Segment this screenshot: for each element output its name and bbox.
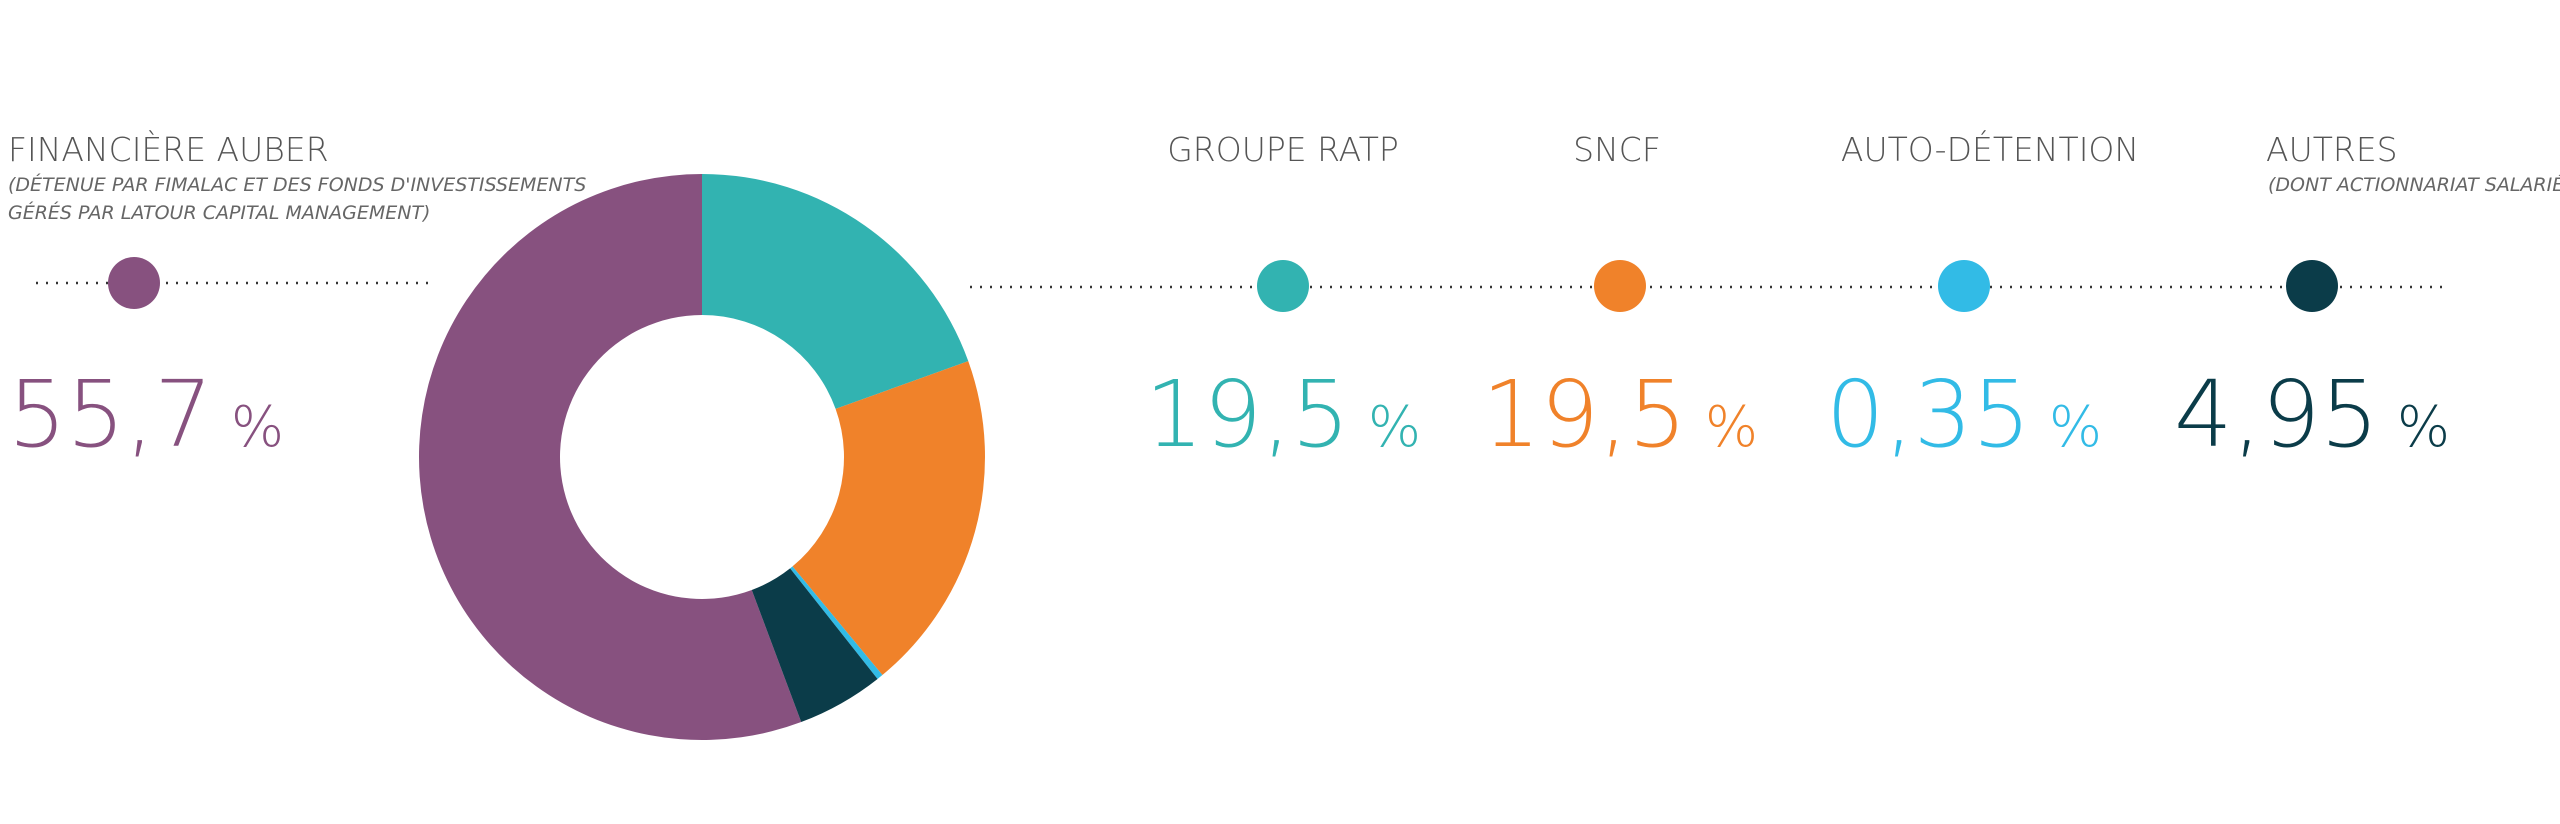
category-label: AUTRES: [2266, 130, 2398, 169]
value-label: 55,7%: [8, 361, 284, 468]
value-unit: %: [1368, 395, 1421, 460]
value-number: 55,7: [8, 361, 213, 468]
category-note: (DONT ACTIONNARIAT SALARIÉ): [2268, 173, 2560, 196]
category-label: AUTO-DÉTENTION: [1841, 129, 2139, 169]
category-label: GROUPE RATP: [1167, 130, 1399, 169]
category-label: SNCF: [1573, 130, 1661, 169]
legend-dot: [2286, 260, 2338, 312]
donut-slice: [751, 568, 878, 723]
donut-slice: [792, 361, 986, 676]
value-number: 19,5: [1482, 361, 1687, 468]
value-unit: %: [2397, 395, 2450, 460]
category-label: FINANCIÈRE AUBER: [8, 129, 329, 169]
donut-slice: [419, 174, 802, 740]
value-number: 4,95: [2174, 361, 2379, 468]
legend-dot: [1594, 260, 1646, 312]
legend-dot: [1938, 260, 1990, 312]
donut-slice: [790, 566, 883, 679]
legend-dot: [1257, 260, 1309, 312]
donut-slice: [702, 174, 969, 409]
category-note: GÉRÉS PAR LATOUR CAPITAL MANAGEMENT): [8, 201, 430, 224]
value-label: 19,5%: [1145, 361, 1421, 468]
value-label: 0,35%: [1826, 361, 2102, 468]
value-label: 19,5%: [1482, 361, 1758, 468]
value-number: 19,5: [1145, 361, 1350, 468]
legend-dot: [108, 257, 160, 309]
value-label: 4,95%: [2174, 361, 2450, 468]
category-note: (DÉTENUE PAR FIMALAC ET DES FONDS D'INVE…: [8, 173, 586, 196]
value-unit: %: [1705, 395, 1758, 460]
value-unit: %: [2049, 395, 2102, 460]
value-number: 0,35: [1826, 361, 2031, 468]
value-unit: %: [231, 395, 284, 460]
